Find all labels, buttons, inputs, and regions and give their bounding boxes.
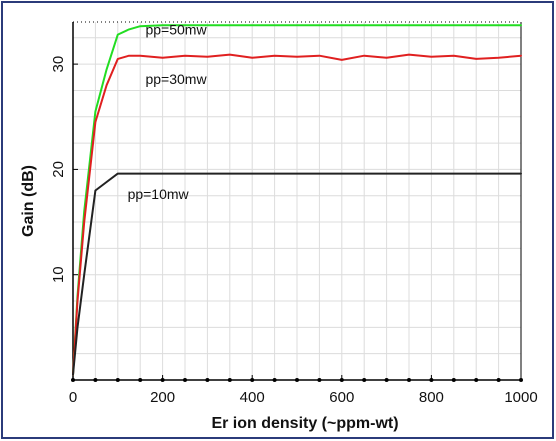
series-label: pp=50mw: [145, 22, 207, 38]
series-label: pp=30mw: [145, 71, 207, 87]
y-tick-label: 20: [50, 161, 67, 178]
x-axis-minor-tick: [496, 378, 501, 382]
series-line-pp-10mw: [72, 172, 522, 376]
x-axis-minor-tick: [317, 378, 322, 382]
x-axis-minor-tick: [474, 378, 479, 382]
x-axis-minor-tick: [115, 378, 120, 382]
x-tick-label: 800: [419, 389, 444, 406]
y-tick-label: 30: [50, 56, 67, 73]
x-axis-minor-tick: [93, 378, 98, 382]
y-tick-label: 10: [50, 266, 67, 283]
x-tick-label: 200: [150, 389, 175, 406]
x-tick-label: 400: [240, 389, 265, 406]
x-axis-minor-tick: [451, 378, 456, 382]
x-axis-minor-tick: [295, 378, 299, 382]
x-tick-label: 1000: [504, 389, 537, 406]
x-axis-minor-tick: [362, 378, 367, 382]
x-axis-minor-tick: [183, 378, 187, 382]
x-axis-title: Er ion density (~ppm-wt): [211, 415, 398, 432]
x-axis-minor-tick: [227, 378, 232, 382]
series-line-pp-50mw: [72, 24, 522, 376]
series-label: pp=10mw: [128, 186, 190, 202]
y-axis-title: Gain (dB): [20, 165, 37, 237]
x-axis-minor-tick: [407, 378, 411, 382]
x-tick-label: 0: [69, 389, 77, 406]
series-line-pp-30mw: [72, 53, 522, 376]
plot-area: 0 200 400 600 800 1000 10 20 30 Er ion density (~…: [20, 21, 538, 432]
x-axis-minor-tick: [384, 378, 389, 382]
x-axis-minor-tick: [138, 378, 143, 382]
x-axis-minor-tick: [205, 378, 210, 382]
x-tick-label: 600: [329, 389, 354, 406]
x-axis-minor-tick: [272, 378, 277, 382]
